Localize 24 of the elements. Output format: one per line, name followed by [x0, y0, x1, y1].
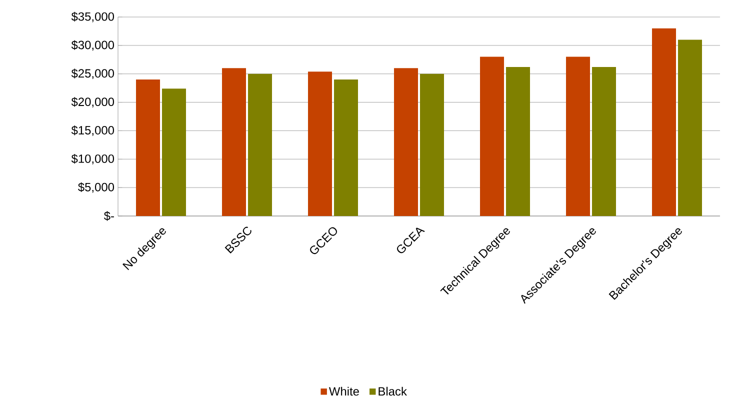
bar: [480, 56, 504, 216]
y-tick-label: $20,000: [71, 97, 114, 108]
bar: [592, 67, 616, 216]
y-tick-label: $15,000: [71, 126, 114, 136]
legend-label: Black: [378, 386, 407, 396]
bar: [678, 40, 702, 216]
y-tick-label: $-: [104, 211, 114, 221]
bar: [420, 74, 444, 216]
legend-label: White: [328, 386, 359, 396]
bar: [334, 80, 358, 216]
bar: [308, 72, 332, 216]
bar: [506, 67, 530, 216]
bar: [162, 88, 186, 216]
y-tick-label: $10,000: [71, 154, 114, 164]
bar: [222, 68, 246, 216]
bar: [248, 74, 272, 216]
y-tick-label: $5,000: [78, 182, 114, 193]
y-tick-label: $30,000: [71, 40, 114, 51]
y-tick-label: $35,000: [71, 12, 114, 22]
y-tick-label: $25,000: [71, 68, 114, 80]
bar: [566, 56, 590, 216]
bar: [136, 80, 160, 216]
bar: [652, 28, 676, 216]
bar: [394, 68, 418, 216]
